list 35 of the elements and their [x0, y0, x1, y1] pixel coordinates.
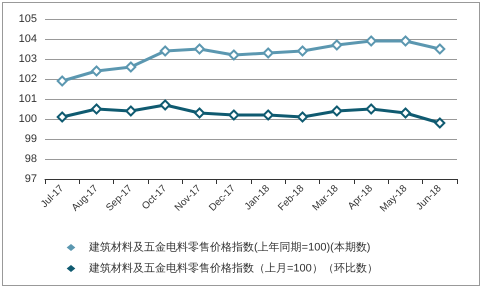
y-tick-label: 103 — [18, 53, 37, 65]
point — [91, 66, 102, 76]
y-tick-label: 100 — [18, 113, 37, 125]
point — [366, 104, 377, 114]
y-tick-label: 101 — [18, 93, 37, 105]
point — [434, 118, 446, 128]
point — [160, 46, 171, 56]
y-tick-label: 98 — [24, 153, 37, 165]
y-tick-label: 104 — [18, 33, 37, 45]
point — [297, 112, 308, 122]
point — [262, 48, 274, 58]
y-tick-label: 102 — [18, 73, 37, 85]
point — [228, 50, 240, 60]
point — [297, 46, 308, 56]
point — [228, 110, 240, 120]
legend-label: 建筑材料及五金电料零售价格指数(上年同期=100)(本期数) — [88, 240, 370, 254]
point — [125, 106, 136, 116]
point — [56, 76, 68, 86]
y-tick-label: 99 — [24, 133, 37, 145]
point — [262, 110, 274, 120]
legend-label: 建筑材料及五金电料零售价格指数（上月=100）（环比数） — [88, 262, 378, 274]
point — [91, 104, 102, 114]
point — [194, 44, 205, 54]
y-tick-label: 97 — [24, 173, 37, 185]
point — [331, 40, 342, 50]
point — [331, 106, 342, 116]
point — [56, 112, 68, 122]
point — [400, 36, 411, 46]
point — [194, 108, 205, 118]
point — [125, 62, 136, 72]
y-tick-label: 105 — [18, 13, 37, 25]
point — [434, 44, 446, 54]
point — [366, 36, 377, 46]
point — [160, 100, 171, 110]
point — [400, 108, 411, 118]
